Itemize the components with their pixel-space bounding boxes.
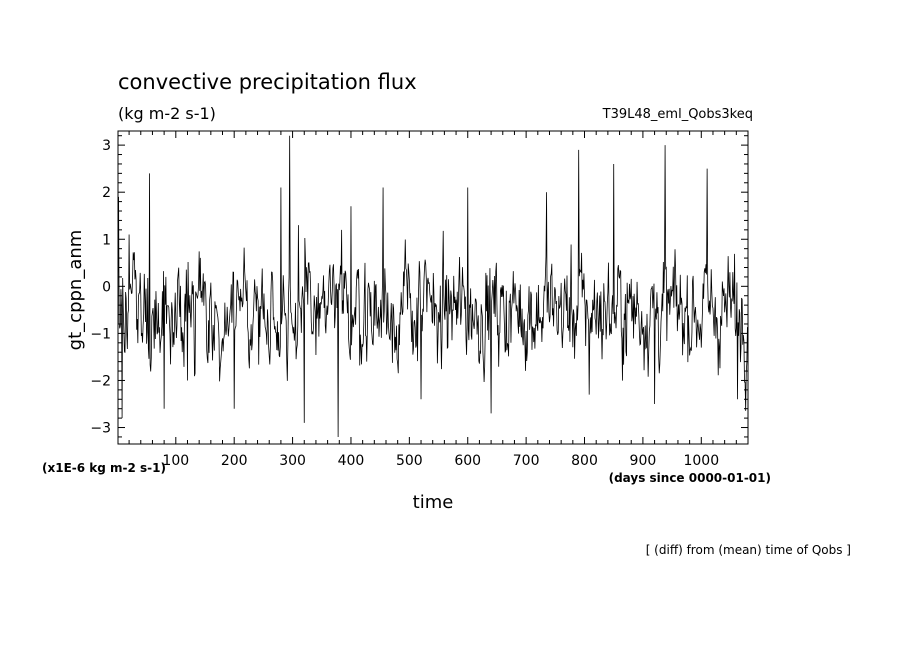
y-tick-label: 0 bbox=[102, 279, 111, 295]
x-axis-label: time bbox=[413, 492, 454, 513]
x-units-note: (days since 0000-01-01) bbox=[609, 471, 771, 485]
chart-units: (kg m-2 s-1) bbox=[118, 104, 216, 123]
y-axis-label: gt_cppn_anm bbox=[65, 230, 86, 351]
x-tick-label: 400 bbox=[338, 453, 365, 469]
y-tick-label: −3 bbox=[90, 421, 111, 437]
series-line-0 bbox=[117, 135, 749, 437]
tick-label-layer: 100 200 300 400 500 600 700 800 900 1000 −3 −2 −1 0 1 2… bbox=[90, 138, 719, 469]
x-tick-label: 500 bbox=[396, 453, 423, 469]
x-tick-label: 200 bbox=[221, 453, 248, 469]
series-layer bbox=[117, 135, 749, 437]
y-tick-label: 2 bbox=[102, 185, 111, 201]
footnote: [ (diff) from (mean) time of Qobs ] bbox=[646, 543, 851, 557]
y-tick-label: 3 bbox=[102, 138, 111, 154]
run-label: T39L48_eml_Qobs3keq bbox=[602, 107, 753, 122]
tick-layer bbox=[118, 131, 749, 444]
x-tick-label: 100 bbox=[162, 453, 189, 469]
y-tick-label: 1 bbox=[102, 232, 111, 248]
x-tick-label: 300 bbox=[279, 453, 306, 469]
plot-frame bbox=[117, 130, 749, 445]
y-tick-label: −2 bbox=[90, 373, 111, 389]
x-tick-label: 800 bbox=[571, 453, 598, 469]
x-tick-label: 1000 bbox=[683, 453, 719, 469]
y-tick-label: −1 bbox=[90, 326, 111, 342]
x-tick-label: 900 bbox=[630, 453, 657, 469]
x-tick-label: 600 bbox=[454, 453, 481, 469]
x-tick-label: 700 bbox=[513, 453, 540, 469]
y-scale-note: (x1E-6 kg m-2 s-1) bbox=[42, 461, 166, 475]
chart-title: convective precipitation flux bbox=[118, 70, 417, 94]
